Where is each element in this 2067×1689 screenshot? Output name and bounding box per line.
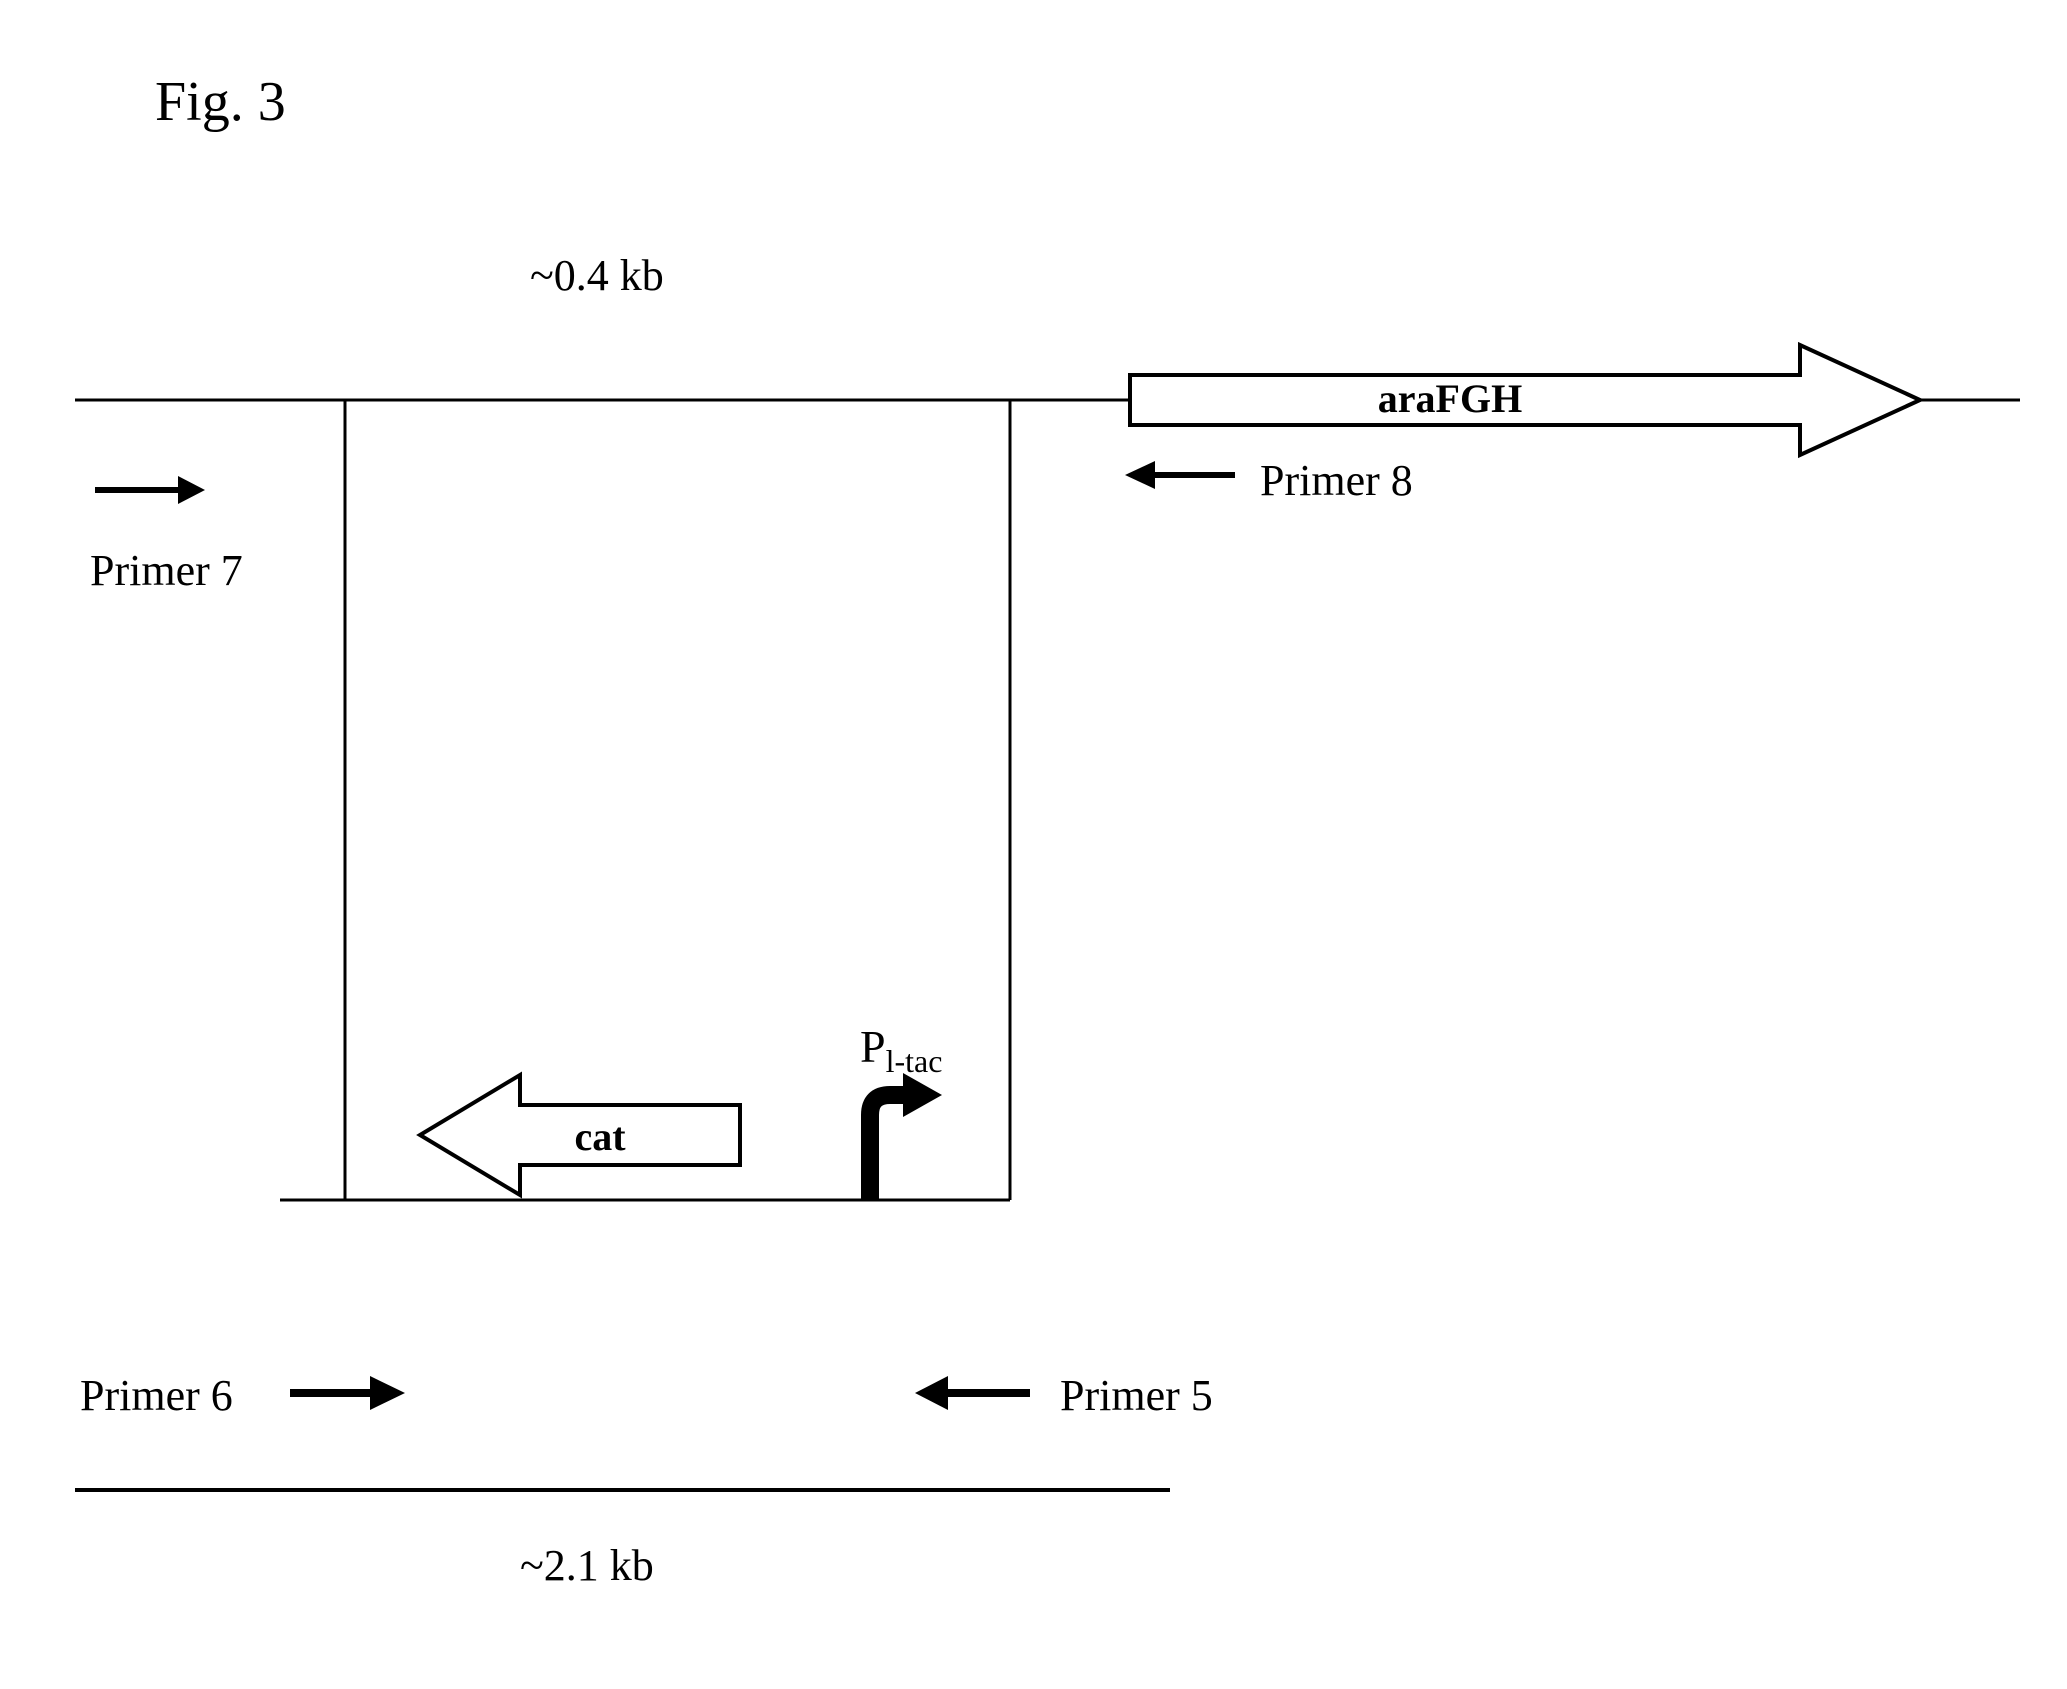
primer5-label: Primer 5: [1060, 1370, 1213, 1421]
top-size-label: ~0.4 kb: [530, 250, 664, 301]
primer5-arrow-head: [915, 1376, 948, 1410]
diagram-svg: araFGH cat: [0, 0, 2067, 1689]
primer7-arrow-head: [178, 476, 205, 504]
cat-label: cat: [574, 1114, 626, 1159]
primer6-label: Primer 6: [80, 1370, 233, 1421]
pltac-p: P: [860, 1021, 886, 1072]
pltac-label: Pl-tac: [860, 1020, 942, 1080]
primer8-arrow-head: [1125, 461, 1155, 489]
pltac-sub: l-tac: [886, 1043, 943, 1079]
primer7-label: Primer 7: [90, 545, 243, 596]
bottom-size-label: ~2.1 kb: [520, 1540, 654, 1591]
figure-title: Fig. 3: [155, 70, 286, 134]
arafgh-label: araFGH: [1378, 376, 1522, 421]
primer8-label: Primer 8: [1260, 455, 1413, 506]
primer6-arrow-head: [370, 1376, 405, 1410]
arafgh-arrow: [1130, 345, 1920, 455]
